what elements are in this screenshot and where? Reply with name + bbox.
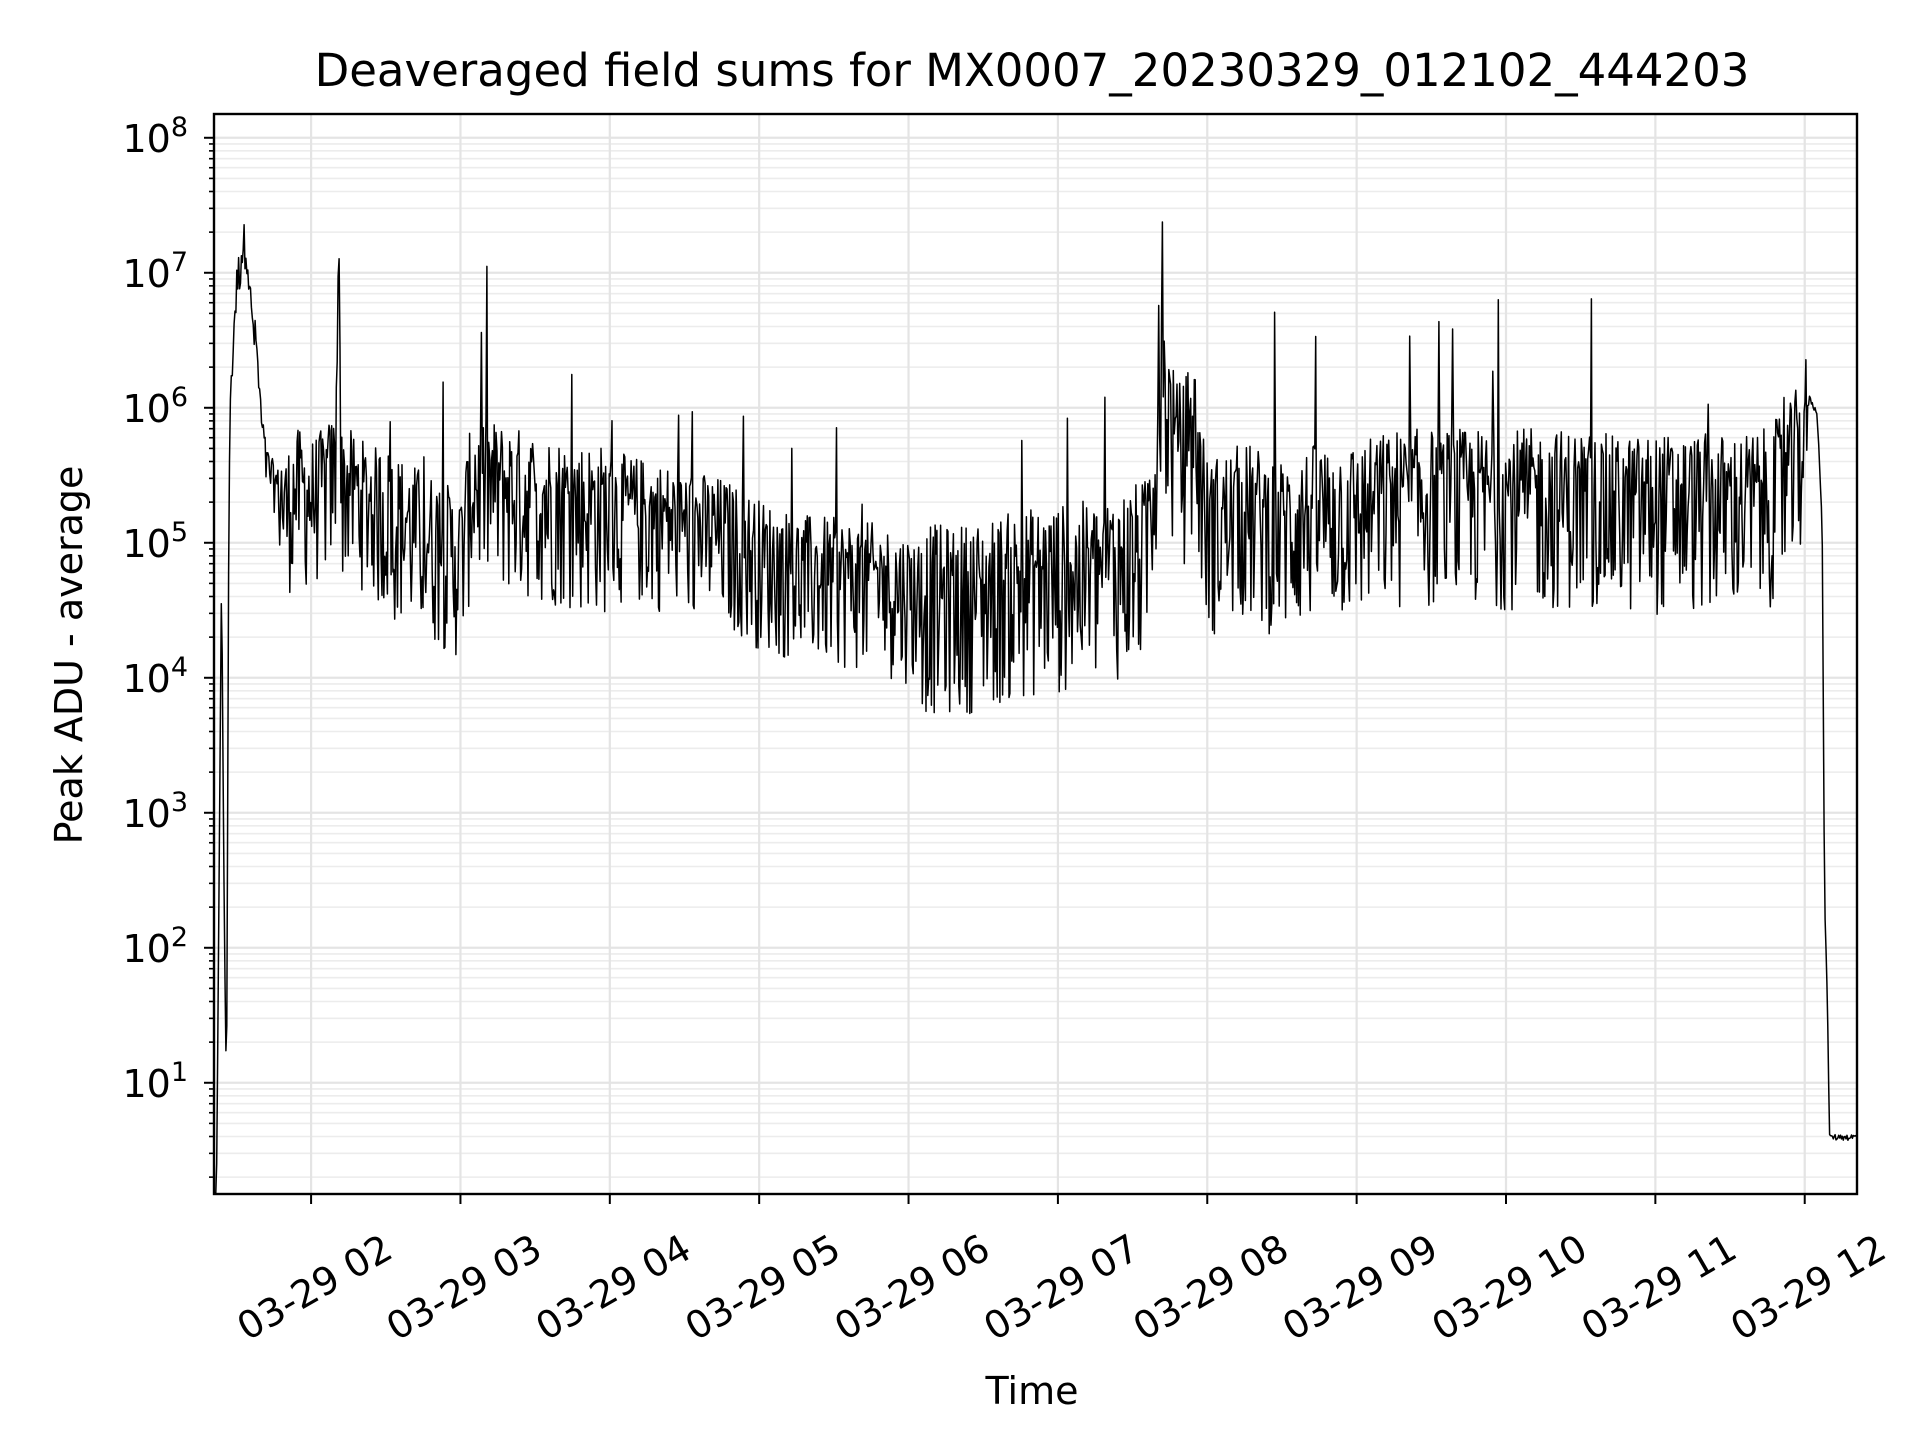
y-tick-label: 101 — [122, 1057, 188, 1106]
y-tick-label: 103 — [122, 787, 188, 836]
chart-title: Deaveraged field sums for MX0007_2023032… — [315, 44, 1750, 97]
y-tick-base: 10 — [122, 522, 170, 566]
y-tick-base: 10 — [122, 252, 170, 296]
y-axis-label: Peak ADU - average — [47, 466, 91, 845]
y-tick-base: 10 — [122, 117, 170, 161]
y-tick-label: 108 — [122, 112, 188, 161]
plot-frame — [212, 112, 1859, 1196]
y-tick-exponent: 7 — [171, 247, 188, 278]
y-tick-exponent: 3 — [171, 787, 188, 818]
y-tick-label: 105 — [122, 517, 188, 566]
y-tick-base: 10 — [122, 387, 170, 431]
y-tick-base: 10 — [122, 792, 170, 836]
series-line — [214, 221, 1858, 1194]
y-tick-label: 107 — [122, 247, 188, 296]
y-tick-exponent: 8 — [171, 112, 188, 143]
y-tick-exponent: 2 — [171, 922, 188, 953]
x-axis-label: Time — [985, 1369, 1079, 1413]
y-tick-exponent: 5 — [171, 517, 188, 548]
y-tick-exponent: 6 — [171, 382, 188, 413]
y-tick-base: 10 — [122, 657, 170, 701]
y-tick-label: 106 — [122, 382, 188, 431]
y-tick-exponent: 1 — [171, 1057, 188, 1088]
y-tick-label: 102 — [122, 922, 188, 971]
y-tick-base: 10 — [122, 927, 170, 971]
y-tick-base: 10 — [122, 1062, 170, 1106]
plot-area — [214, 221, 1858, 1194]
y-tick-exponent: 4 — [171, 652, 188, 683]
y-tick-label: 104 — [122, 652, 188, 701]
